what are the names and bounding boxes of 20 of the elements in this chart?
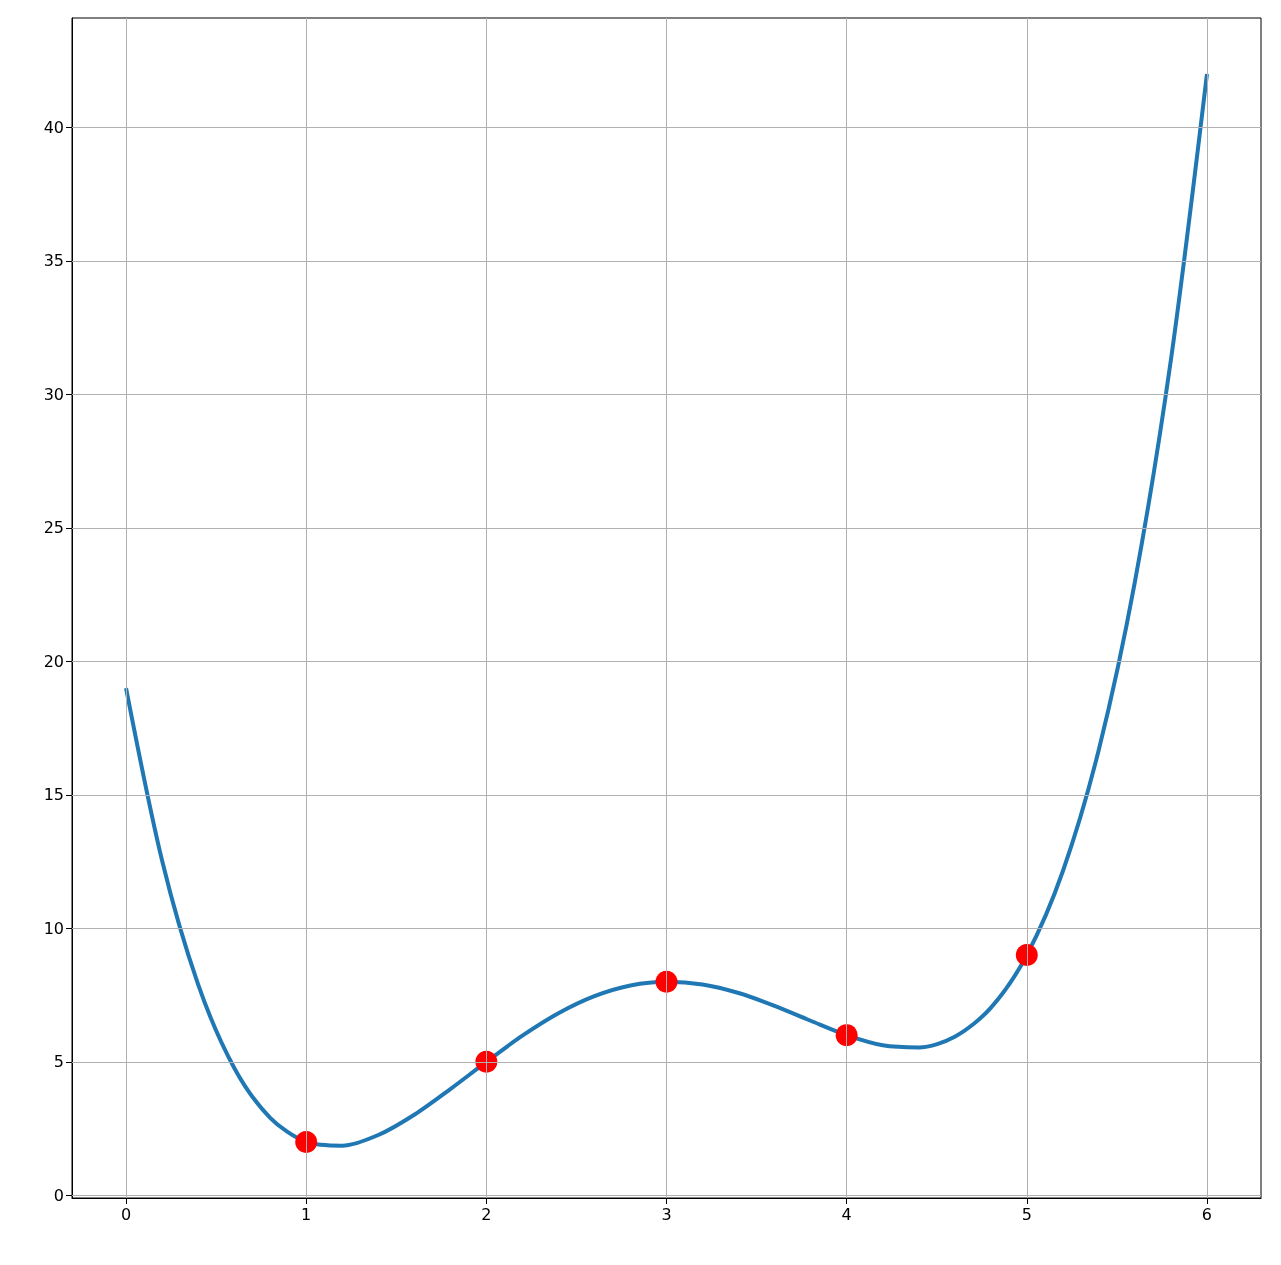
y-tick-label: 15: [43, 785, 64, 805]
point: [295, 1130, 318, 1153]
x-tick-label: 3: [661, 1204, 672, 1224]
point: [1015, 944, 1038, 967]
x-tick-label: 0: [120, 1204, 132, 1224]
point: [835, 1024, 858, 1047]
x-tick-label: 4: [841, 1204, 852, 1224]
x-tick-label: 1: [301, 1204, 312, 1224]
point: [655, 970, 678, 993]
y-tick-label: 10: [43, 918, 64, 938]
x-tick-label: 5: [1021, 1204, 1032, 1224]
x-tick-label: 2: [481, 1204, 492, 1224]
y-tick-label: 30: [43, 384, 64, 404]
y-tick-label: 40: [43, 117, 64, 137]
y-tick-label: 35: [43, 251, 64, 271]
y-tick-label: 20: [43, 651, 64, 671]
y-tick-label: 25: [43, 518, 64, 538]
y-tick-label: 0: [53, 1185, 64, 1205]
y-tick-label: 5: [53, 1052, 64, 1072]
x-tick-label: 6: [1201, 1204, 1213, 1224]
